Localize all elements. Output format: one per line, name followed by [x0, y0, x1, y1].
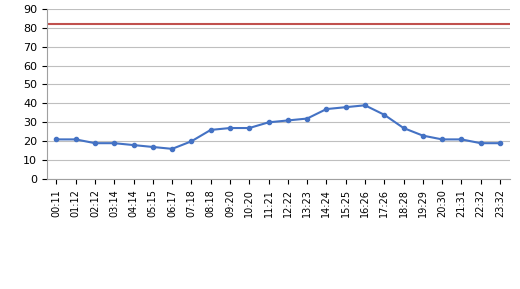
Temperature (°C) [111, 141, 118, 145]
Temperature (°C) [92, 141, 98, 145]
Temperature (°C) [265, 121, 271, 124]
Temperature (°C) [285, 119, 291, 122]
Temperature (°C) [458, 138, 464, 141]
Temperature (°C) [54, 138, 60, 141]
Temperature (°C) [362, 103, 368, 107]
Temperature (°C) [73, 138, 79, 141]
Overload Threshold (°C) [54, 22, 60, 25]
Temperature (°C) [246, 126, 252, 130]
Temperature (°C) [323, 107, 330, 111]
Line: Temperature (°C): Temperature (°C) [55, 103, 502, 151]
Temperature (°C) [477, 141, 484, 145]
Temperature (°C) [381, 113, 387, 116]
Temperature (°C) [439, 138, 445, 141]
Temperature (°C) [343, 105, 349, 109]
Temperature (°C) [400, 126, 407, 130]
Temperature (°C) [150, 145, 156, 149]
Overload Threshold (°C) [73, 22, 79, 25]
Temperature (°C) [304, 117, 310, 120]
Temperature (°C) [227, 126, 233, 130]
Temperature (°C) [169, 147, 175, 151]
Temperature (°C) [131, 143, 137, 147]
Temperature (°C) [420, 134, 426, 137]
Temperature (°C) [497, 141, 503, 145]
Temperature (°C) [188, 140, 194, 143]
Temperature (°C) [207, 128, 214, 132]
